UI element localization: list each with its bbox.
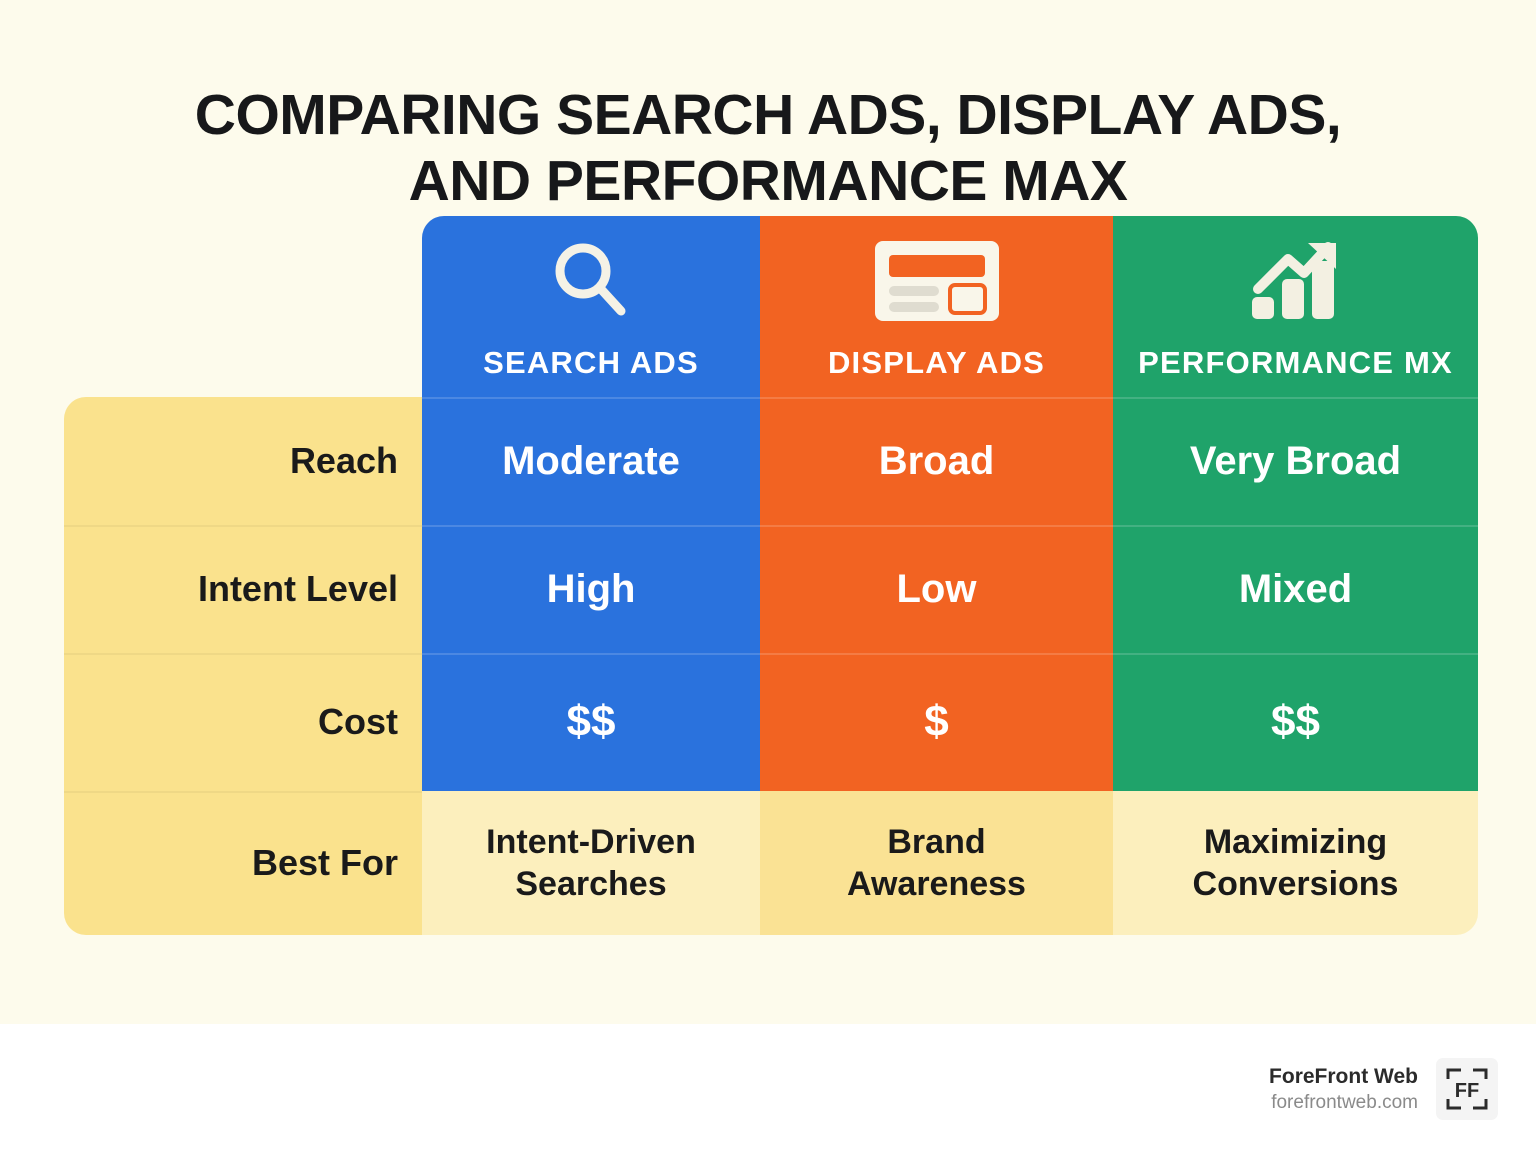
- row-divider: [1113, 653, 1478, 655]
- magnifying-glass-icon: [545, 233, 637, 329]
- footer-bar: ForeFront Web forefrontweb.com FF: [0, 1024, 1536, 1154]
- cell-reach-display-ads: Broad: [760, 397, 1113, 525]
- cell-cost-performance-max: $$: [1113, 653, 1478, 791]
- column-header-search-ads: Search Ads: [422, 216, 760, 397]
- row-label-text: Best For: [251, 842, 398, 883]
- forefront-web-logo: FF: [1436, 1058, 1498, 1120]
- row-divider: [422, 653, 760, 655]
- cell-value: Moderate: [502, 438, 680, 483]
- row-divider: [422, 397, 760, 399]
- row-divider: [760, 525, 1113, 527]
- cell-value: Mixed: [1238, 566, 1353, 611]
- cell-intent-level-display-ads: Low: [760, 525, 1113, 653]
- brand-text-block: ForeFront Web forefrontweb.com: [1269, 1063, 1418, 1116]
- row-label-cost: Cost: [64, 653, 422, 791]
- row-label-reach: Reach: [64, 397, 422, 525]
- row-divider: [1113, 525, 1478, 527]
- column-header-label: Performance MX: [1138, 345, 1453, 380]
- cell-value-line-2: Searches: [515, 865, 667, 903]
- cell-value-line-1: Maximizing: [1203, 822, 1388, 861]
- cell-best-for-performance-max: Maximizing Conversions: [1113, 791, 1478, 935]
- cell-best-for-display-ads: Brand Awareness: [760, 791, 1113, 935]
- banner-ad-icon: [872, 233, 1002, 329]
- cell-intent-level-performance-max: Mixed: [1113, 525, 1478, 653]
- row-label-text: Cost: [318, 701, 398, 742]
- column-header-label: Display Ads: [827, 345, 1046, 380]
- column-header-label: Search Ads: [483, 345, 699, 380]
- cell-value: Very Broad: [1189, 438, 1402, 483]
- row-label-best-for: Best For: [64, 791, 422, 935]
- cell-value-line-2: Conversions: [1192, 865, 1399, 903]
- comparison-table: Search Ads Display Ads: [64, 216, 1478, 935]
- cell-value: High: [546, 566, 636, 611]
- column-header-performance-max: Performance MX: [1113, 216, 1478, 397]
- cell-value: Low: [896, 566, 977, 611]
- infographic-canvas: Comparing Search Ads, Display Ads, and P…: [0, 0, 1536, 1024]
- row-divider: [64, 791, 422, 793]
- brand-url[interactable]: forefrontweb.com: [1271, 1091, 1418, 1113]
- cell-intent-level-search-ads: High: [422, 525, 760, 653]
- row-divider: [422, 525, 760, 527]
- cell-value-line-1: Brand: [887, 822, 986, 861]
- cell-cost-display-ads: $: [760, 653, 1113, 791]
- cell-reach-search-ads: Moderate: [422, 397, 760, 525]
- cell-value: $$: [1271, 697, 1320, 746]
- cell-value-line-1: Intent-Driven: [486, 822, 696, 861]
- cell-value: $$: [566, 697, 616, 746]
- cell-value-line-2: Awareness: [847, 865, 1026, 903]
- row-label-text: Intent Level: [197, 568, 398, 609]
- row-divider: [1113, 397, 1478, 399]
- cell-value: Broad: [878, 438, 995, 483]
- row-divider: [760, 397, 1113, 399]
- row-divider: [760, 653, 1113, 655]
- logo-text: FF: [1455, 1080, 1479, 1102]
- column-header-display-ads: Display Ads: [760, 216, 1113, 397]
- page-title: Comparing Search Ads, Display Ads, and P…: [194, 83, 1342, 214]
- cell-best-for-search-ads: Intent-Driven Searches: [422, 791, 760, 935]
- row-divider: [64, 525, 422, 527]
- growth-chart-icon: [1244, 233, 1348, 329]
- cell-value: $: [924, 697, 949, 746]
- row-divider: [64, 653, 422, 655]
- cell-reach-performance-max: Very Broad: [1113, 397, 1478, 525]
- row-label-intent-level: Intent Level: [64, 525, 422, 653]
- cell-cost-search-ads: $$: [422, 653, 760, 791]
- brand-name: ForeFront Web: [1269, 1064, 1418, 1088]
- table-corner-cell: [64, 216, 422, 397]
